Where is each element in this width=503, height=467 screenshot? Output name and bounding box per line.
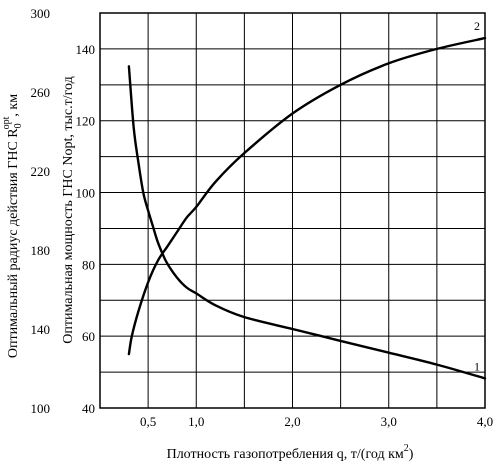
y-left-tick-label: 140 bbox=[31, 322, 51, 337]
y-right-tick-label: 40 bbox=[82, 401, 95, 416]
x-tick-label: 2,0 bbox=[284, 414, 300, 429]
y-axis-title-right: Оптимальная мощность ГНС Nopt, тыс.т/год bbox=[61, 76, 76, 343]
y-right-tick-label: 60 bbox=[82, 329, 95, 344]
y-left-tick-label: 100 bbox=[31, 401, 51, 416]
y-left-tick-label: 260 bbox=[31, 85, 51, 100]
tick-labels: 0,5 1,0 2,0 3,0 4,0 100 140 180 220 260 300 40 60 80 1… bbox=[31, 6, 494, 429]
curve-labels: 12 bbox=[474, 19, 480, 373]
x-tick-label: 3,0 bbox=[381, 414, 397, 429]
grid bbox=[100, 13, 485, 408]
curve-label-1: 1 bbox=[474, 359, 480, 373]
curve-label-2: 2 bbox=[474, 19, 480, 33]
plot-frame bbox=[99, 12, 486, 409]
y-left-tick-label: 180 bbox=[31, 243, 51, 258]
x-axis-title: Плотность газопотребления q, т/(год км2) bbox=[167, 443, 414, 462]
series-curve-2 bbox=[127, 36, 487, 356]
y-axis-title-left: Оптимальный радиус действия ГНС R0opt, к… bbox=[1, 94, 24, 358]
y-right-tick-label: 120 bbox=[76, 114, 96, 129]
x-tick-label: 0,5 bbox=[140, 414, 156, 429]
series-curve-1 bbox=[127, 65, 487, 380]
y-left-tick-label: 220 bbox=[31, 164, 51, 179]
y-right-tick-label: 100 bbox=[76, 186, 96, 201]
x-tick-label: 1,0 bbox=[188, 414, 204, 429]
y-left-tick-label: 300 bbox=[31, 6, 51, 21]
y-right-tick-label: 140 bbox=[76, 42, 96, 57]
y-right-tick-label: 80 bbox=[82, 257, 95, 272]
x-tick-label: 4,0 bbox=[477, 414, 493, 429]
series-layer bbox=[127, 36, 487, 380]
